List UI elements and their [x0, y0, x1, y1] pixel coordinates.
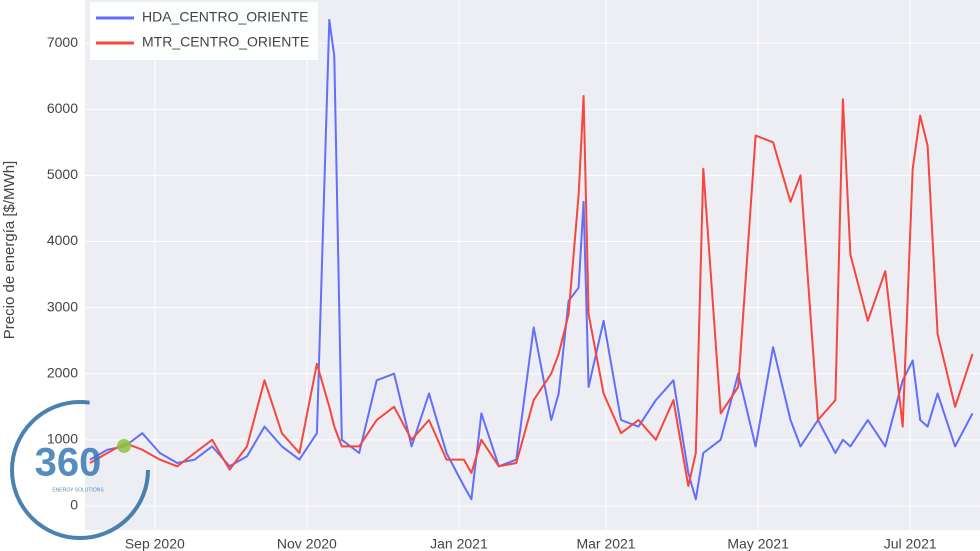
x-tick-label: Nov 2020	[277, 536, 337, 551]
y-tick-label: 6000	[47, 100, 78, 116]
y-tick-label: 0	[70, 497, 78, 513]
y-tick-label: 2000	[47, 364, 78, 380]
y-tick-label: 5000	[47, 166, 78, 182]
y-tick-label: 3000	[47, 298, 78, 314]
legend-box	[90, 2, 318, 60]
y-tick-label: 1000	[47, 431, 78, 447]
x-tick-label: Sep 2020	[125, 536, 185, 551]
x-tick-label: May 2021	[727, 536, 789, 551]
legend-label: MTR_CENTRO_ORIENTE	[142, 34, 309, 50]
y-tick-label: 7000	[47, 34, 78, 50]
plot-area	[85, 0, 980, 530]
series-line	[89, 18, 974, 501]
y-tick-label: 4000	[47, 232, 78, 248]
logo-dot	[117, 439, 131, 453]
y-axis-label: Precio de energía [$/MWh]	[1, 161, 18, 339]
logo-tagline: ENERGY SOLUTIONS	[52, 487, 104, 493]
logo-text: 360	[35, 441, 102, 485]
legend-label: HDA_CENTRO_ORIENTE	[142, 9, 308, 25]
x-tick-label: Jul 2021	[884, 536, 937, 551]
x-tick-label: Jan 2021	[430, 536, 488, 551]
logo-ring	[10, 400, 150, 540]
x-tick-label: Mar 2021	[576, 536, 635, 551]
series-line	[89, 95, 974, 488]
